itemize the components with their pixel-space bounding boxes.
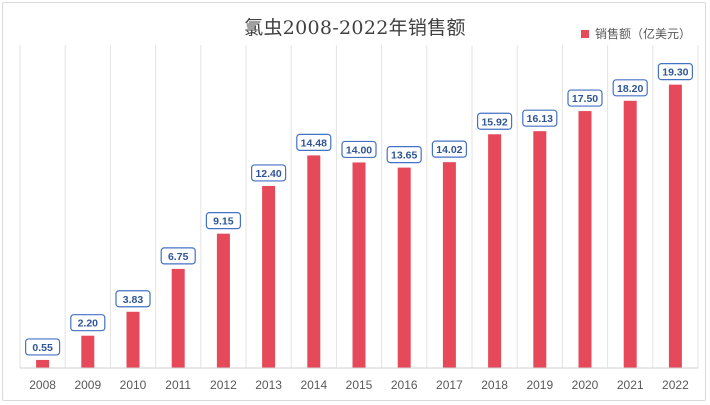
data-label-2022: 19.30: [657, 63, 694, 81]
svg-text:12.40: 12.40: [255, 168, 281, 180]
x-tick-2012: 2012: [210, 378, 237, 392]
x-tick-2010: 2010: [120, 378, 147, 392]
data-label-2021: 18.20: [612, 79, 648, 97]
bar-2013: [262, 185, 276, 368]
svg-text:9.15: 9.15: [213, 216, 234, 228]
bar-2020: [578, 111, 592, 369]
data-label-2016: 13.65: [386, 145, 422, 164]
data-label-2010: 3.83: [115, 290, 151, 308]
x-tick-2014: 2014: [300, 378, 327, 392]
svg-text:14.48: 14.48: [301, 137, 327, 149]
bar-2011: [171, 268, 185, 368]
data-labels: 0.55 2.20 3.83 6.75 9.15 12.40 14.48 14.00 13.65…: [25, 63, 694, 356]
bar-2014: [307, 155, 321, 368]
data-label-2011: 6.75: [160, 247, 196, 265]
data-label-2008: 0.55: [25, 338, 61, 356]
bar-2022: [668, 84, 682, 369]
bar-2015: [352, 162, 366, 368]
legend-label: 销售额（亿美元）: [594, 27, 691, 41]
data-label-2013: 12.40: [251, 164, 287, 182]
bar-2008: [36, 359, 50, 368]
bar-2018: [488, 134, 502, 368]
legend-swatch: [580, 29, 589, 38]
legend: 销售额（亿美元）: [580, 25, 691, 42]
x-tick-2021: 2021: [617, 378, 644, 392]
bar-2012: [216, 233, 230, 368]
x-tick-2020: 2020: [572, 378, 599, 392]
svg-text:17.50: 17.50: [572, 93, 598, 105]
svg-text:0.55: 0.55: [32, 342, 53, 354]
bars: [36, 84, 682, 369]
x-tick-2022: 2022: [662, 378, 689, 392]
chart-frame: 氯虫2008-2022年销售额 销售额（亿美元） 0.55 2.20 3.83 6.7…: [2, 2, 706, 401]
chart-title: 氯虫2008-2022年销售额: [244, 17, 466, 39]
x-tick-2009: 2009: [74, 378, 101, 392]
bar-2010: [126, 311, 140, 368]
x-tick-2019: 2019: [526, 378, 553, 392]
svg-text:2.20: 2.20: [78, 318, 99, 330]
x-tick-2008: 2008: [29, 378, 56, 392]
svg-text:6.75: 6.75: [168, 251, 189, 263]
x-tick-2017: 2017: [436, 378, 463, 392]
x-tick-2011: 2011: [165, 378, 191, 392]
data-label-2017: 14.02: [431, 140, 467, 158]
data-label-2018: 15.92: [477, 112, 513, 130]
data-label-2015: 14.00: [341, 140, 377, 159]
bar-chart: 0.55 2.20 3.83 6.75 9.15 12.40 14.48 14.00 13.65…: [19, 45, 699, 392]
bar-2009: [81, 335, 95, 368]
x-tick-2016: 2016: [391, 378, 418, 392]
svg-text:13.65: 13.65: [391, 150, 417, 162]
svg-text:18.20: 18.20: [617, 83, 643, 95]
x-tick-2013: 2013: [255, 378, 282, 392]
svg-text:14.00: 14.00: [346, 144, 372, 156]
svg-text:15.92: 15.92: [481, 116, 507, 128]
svg-text:3.83: 3.83: [123, 294, 144, 306]
svg-text:14.02: 14.02: [436, 144, 462, 156]
svg-text:16.13: 16.13: [527, 113, 553, 125]
bar-2021: [623, 100, 637, 369]
bar-2019: [533, 131, 547, 368]
data-label-2014: 14.48: [296, 133, 332, 152]
svg-text:19.30: 19.30: [662, 67, 688, 79]
data-label-2009: 2.20: [70, 314, 106, 332]
x-axis-ticks: 2008 2009 2010 2011 2012 2013 2014 2015 2016 2017…: [29, 378, 689, 392]
gridlines: [19, 45, 699, 368]
data-label-2020: 17.50: [567, 89, 603, 107]
x-tick-2018: 2018: [481, 378, 508, 392]
data-label-2012: 9.15: [205, 212, 241, 230]
data-label-2019: 16.13: [522, 109, 558, 127]
x-tick-2015: 2015: [346, 378, 373, 392]
bar-2016: [397, 167, 411, 368]
bar-2017: [442, 162, 456, 368]
